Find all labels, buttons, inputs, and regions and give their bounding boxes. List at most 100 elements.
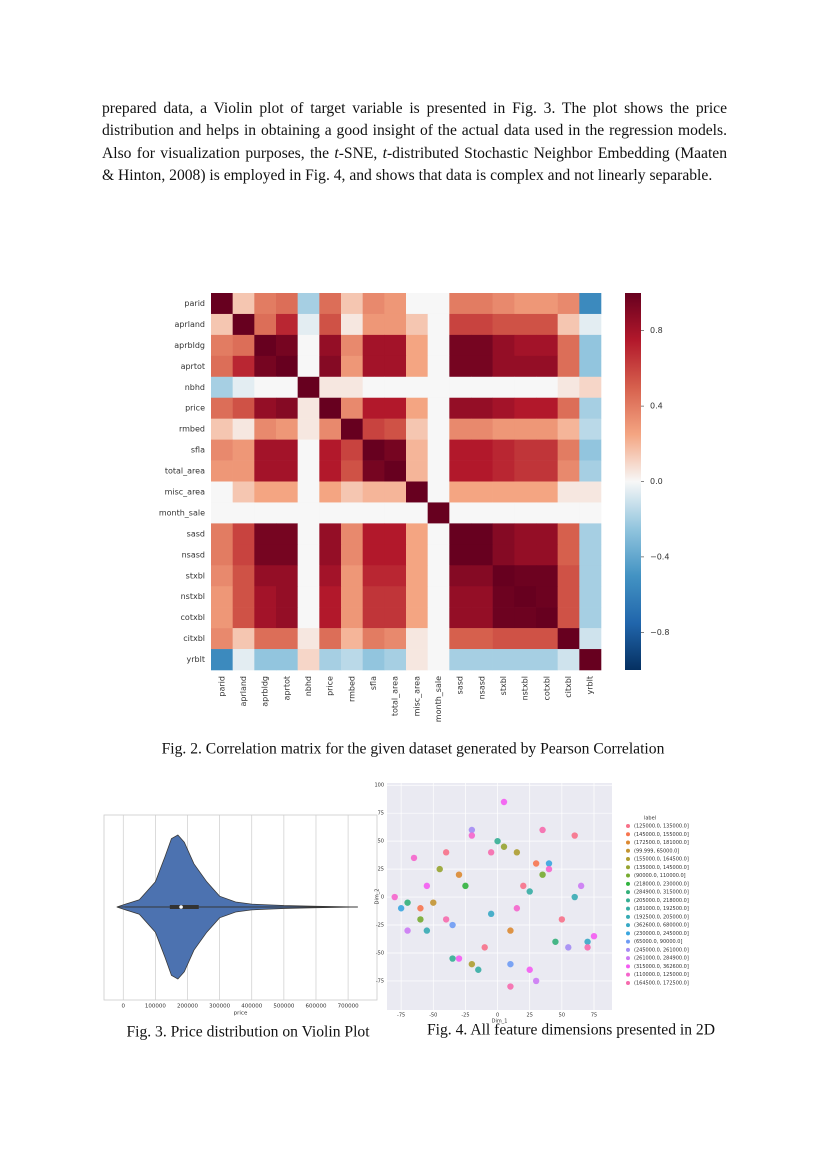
heatmap-cell [427,418,450,440]
heatmap-cell [579,523,602,545]
y-tick-label: -50 [376,950,384,956]
heatmap-cell [341,586,363,608]
heatmap-cell [276,628,298,650]
heatmap-cell [211,481,233,503]
y-tick-label: misc_area [165,487,206,496]
heatmap-cell [384,544,407,566]
heatmap-cell [557,439,580,461]
y-tick-label: month_sale [159,508,205,517]
point [487,849,495,856]
colorbar-tick-label: −0.4 [650,552,669,561]
legend-marker [626,824,630,828]
heatmap-cell [254,649,277,671]
heatmap-cell [362,334,385,357]
heatmap-cell [471,523,493,545]
point [500,798,508,806]
heatmap-cell [232,649,255,671]
heatmap-cell [406,523,428,545]
heatmap-cell [514,649,537,671]
heatmap-cell [232,544,255,566]
heatmap-cell [579,334,602,357]
point [532,860,540,867]
heatmap-cell [211,502,233,524]
heatmap-cell [579,481,602,503]
heatmap-cell [514,376,537,399]
heatmap-cell [232,293,255,315]
heatmap-cell [319,460,342,482]
heatmap-cell [254,586,277,608]
heatmap-cell [254,418,277,440]
heatmap-cell [557,586,580,608]
heatmap-cell [362,502,385,524]
x-tick-label: aprbldg [261,676,270,707]
heatmap-cell [211,376,233,399]
heatmap-cell [232,460,255,482]
heatmap-cell [362,313,385,336]
heatmap-cell [319,439,342,461]
heatmap-cell [536,397,558,419]
heatmap-cell [319,355,342,378]
heatmap-cell [362,460,385,482]
heatmap-cell [514,544,537,566]
heatmap-cell [492,628,515,650]
heatmap-cell [254,439,277,461]
x-tick-label: 400000 [241,1004,262,1010]
x-tick-label: stxbl [499,676,508,695]
heatmap-cell [427,544,450,566]
x-tick-label: nstxbl [521,676,530,700]
heatmap-cell [579,293,602,315]
point [449,921,456,929]
heatmap-cell [557,628,580,650]
legend-label: (164500.0, 172500.0] [634,980,689,986]
heatmap-cell [341,293,363,315]
heatmap-cell [232,313,255,336]
heatmap-cell [449,460,472,482]
heatmap-cell [427,397,450,419]
heatmap-cell [254,544,277,566]
y-tick-label: nbhd [185,383,205,392]
x-tick-label: yrblt [586,676,595,694]
heatmap-cell [276,355,298,378]
heatmap-cell [232,481,255,503]
heatmap-cell [297,628,320,650]
heatmap-cell [232,355,255,378]
point [475,966,482,973]
y-tick-label: 100 [374,783,384,789]
heatmap-cell [254,334,277,357]
point [558,916,566,923]
legend-label: (155000.0, 164500.0] [634,857,689,863]
heatmap-cell [471,460,493,482]
point [487,910,495,918]
heatmap-cell [471,481,493,503]
point [507,960,514,968]
point [513,849,521,856]
heatmap-cell [232,607,255,629]
point [468,960,476,968]
heatmap-cell [427,460,450,482]
heatmap-cell [211,649,233,671]
heatmap-cell [297,481,320,503]
heatmap-cell [276,607,298,629]
point [577,882,585,890]
colorbar-tick-label: 0.0 [650,477,663,486]
heatmap-cell [449,418,472,440]
point [539,871,546,878]
legend-label: (145000.0, 155000.0] [634,832,689,838]
heatmap-cell [579,418,602,440]
y-tick-label: yrblt [187,655,205,664]
heatmap-cell [341,502,363,524]
heatmap-cell [557,649,580,671]
legend-marker [626,972,630,977]
legend-marker [626,980,630,985]
heatmap-cell [341,313,363,336]
heatmap-cell [471,565,493,587]
heatmap-cell [211,544,233,566]
heatmap-cell [449,481,472,503]
heatmap-cell [492,397,515,419]
heatmap-cell [276,565,298,587]
heatmap-cell [341,439,363,461]
heatmap-cell [319,376,342,399]
point [417,916,424,923]
heatmap-cell [232,586,255,608]
heatmap-cell [211,439,233,461]
